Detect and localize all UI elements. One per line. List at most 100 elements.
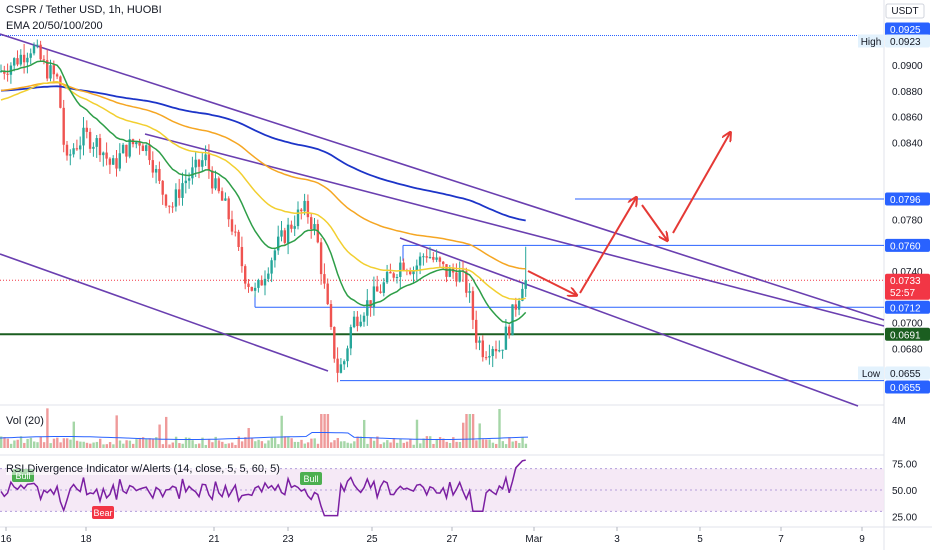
volume-bar bbox=[49, 443, 52, 448]
rsi-scale-tick: 75.00 bbox=[892, 459, 917, 470]
x-axis-tick: 25 bbox=[366, 534, 378, 545]
ema-indicator-label[interactable]: EMA 20/50/100/200 bbox=[6, 20, 103, 32]
ema200-line bbox=[0, 85, 526, 222]
candle-body bbox=[85, 127, 88, 132]
volume-bar bbox=[267, 440, 270, 448]
candle-body bbox=[303, 200, 306, 212]
candle-body bbox=[514, 304, 517, 310]
volume-bar bbox=[521, 437, 524, 448]
candle-body bbox=[32, 45, 36, 54]
channel-lower-line bbox=[0, 253, 329, 372]
candle-body bbox=[36, 44, 39, 46]
candle-body bbox=[468, 291, 471, 293]
x-axis-tick: 5 bbox=[697, 534, 703, 545]
candle-body bbox=[329, 304, 333, 327]
volume-bar bbox=[224, 443, 227, 448]
candle-body bbox=[79, 145, 82, 150]
candle-body bbox=[478, 340, 481, 343]
projection-arrow bbox=[579, 198, 636, 294]
x-axis-tick: 16 bbox=[0, 534, 12, 545]
volume-bar bbox=[69, 439, 72, 448]
volume-bar bbox=[498, 408, 501, 448]
rsi-label[interactable]: RSI Divergence Indicator w/Alerts (14, c… bbox=[6, 463, 280, 475]
candle-body bbox=[395, 276, 399, 278]
volume-bar bbox=[363, 419, 366, 448]
candle-body bbox=[128, 139, 131, 157]
candle-body bbox=[511, 304, 514, 336]
candle-body bbox=[385, 271, 389, 283]
volume-label[interactable]: Vol (20) bbox=[6, 415, 44, 427]
price-tag-value: 0.0925 bbox=[890, 25, 921, 36]
price-tag-box bbox=[885, 273, 930, 300]
y-axis-tick: 0.0840 bbox=[892, 138, 923, 149]
candle-body bbox=[319, 242, 323, 275]
volume-bar bbox=[412, 444, 415, 448]
candle-body bbox=[379, 291, 382, 293]
volume-bar bbox=[402, 442, 405, 448]
volume-bar bbox=[105, 444, 108, 448]
candle-body bbox=[92, 146, 95, 149]
candle-body bbox=[257, 279, 260, 288]
candle-body bbox=[178, 189, 181, 198]
volume-bar bbox=[392, 438, 396, 448]
candle-body bbox=[253, 287, 257, 291]
y-axis-tick: 0.0860 bbox=[892, 113, 923, 124]
candle-body bbox=[521, 288, 524, 301]
candle-body bbox=[82, 127, 85, 146]
candle-body bbox=[217, 178, 220, 192]
price-tag-value: 0.0655 bbox=[890, 369, 921, 380]
volume-bar bbox=[349, 443, 353, 448]
candle-body bbox=[455, 272, 458, 282]
price-tag-box bbox=[885, 380, 930, 394]
volume-bar bbox=[396, 442, 399, 448]
price-tag-side-label: Low bbox=[862, 369, 881, 380]
candle-body bbox=[62, 107, 65, 145]
x-axis-tick: 27 bbox=[446, 534, 458, 545]
price-tag: 0.0925 bbox=[885, 22, 930, 36]
candle-body bbox=[458, 270, 461, 282]
volume-bar bbox=[330, 442, 333, 448]
ema50-line bbox=[0, 81, 526, 301]
channel-lower-line bbox=[399, 237, 859, 407]
ema100-line bbox=[0, 81, 526, 270]
candle-body bbox=[484, 357, 488, 359]
x-axis-tick: 7 bbox=[778, 534, 784, 545]
x-axis-tick: 21 bbox=[208, 534, 220, 545]
candle-body bbox=[108, 158, 112, 165]
candle-body bbox=[267, 273, 270, 279]
volume-bar bbox=[39, 436, 42, 448]
volume-bar bbox=[518, 442, 521, 448]
volume-bar bbox=[488, 439, 491, 448]
price-tag-box bbox=[885, 238, 930, 252]
price-tag-side-box bbox=[858, 366, 884, 380]
volume-bar bbox=[405, 441, 409, 448]
volume-bar bbox=[339, 441, 343, 448]
candle-body bbox=[422, 256, 425, 258]
volume-bar bbox=[115, 415, 118, 448]
volume-bar bbox=[99, 438, 102, 448]
rsi-scale-tick: 25.00 bbox=[892, 513, 917, 524]
volume-bar bbox=[118, 440, 122, 448]
y-axis-tick: 0.0900 bbox=[892, 61, 923, 72]
candle-body bbox=[465, 271, 468, 293]
candle-body bbox=[69, 154, 72, 156]
candle-body bbox=[29, 53, 32, 58]
candle-body bbox=[49, 65, 52, 79]
volume-bar bbox=[128, 440, 132, 448]
price-tag-value: 0.0655 bbox=[890, 383, 921, 394]
rsi-line bbox=[0, 459, 526, 517]
candle-body bbox=[448, 268, 451, 277]
volume-bar bbox=[369, 437, 372, 448]
volume-bar bbox=[280, 415, 283, 448]
x-axis-tick: 23 bbox=[282, 534, 294, 545]
volume-bar bbox=[204, 444, 207, 448]
price-tag-value: 0.0712 bbox=[890, 303, 921, 314]
volume-bar bbox=[227, 443, 231, 448]
volume-bar bbox=[399, 438, 402, 448]
candle-body bbox=[310, 217, 313, 230]
volume-bar bbox=[485, 439, 488, 448]
volume-bar bbox=[112, 444, 115, 448]
volume-bar bbox=[165, 416, 168, 448]
